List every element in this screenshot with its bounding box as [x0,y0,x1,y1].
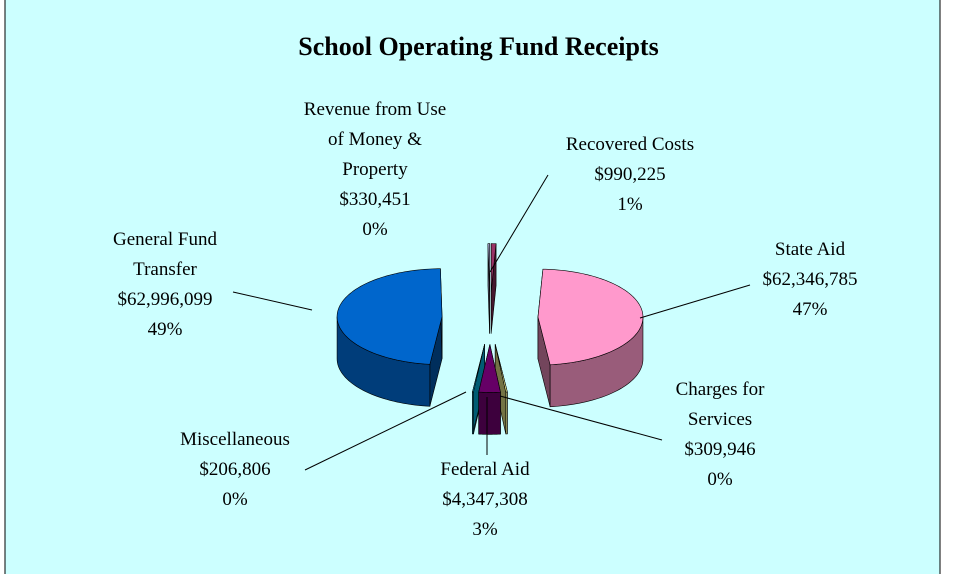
label-category: Revenue from Use of Money & Property [303,99,447,180]
slice-top [478,344,501,393]
leader-line [499,395,663,441]
leader-line [304,391,467,471]
slice-top [336,268,443,365]
label-percent: 0% [707,469,733,490]
label-value: $62,996,099 [117,289,213,310]
label-percent: 0% [222,489,248,510]
chart-area [4,0,941,574]
data-label: Miscellaneous $206,806 0% [135,425,335,515]
slice-top [494,344,508,393]
data-label: Federal Aid $4,347,308 3% [385,455,585,545]
label-category: State Aid [774,239,846,260]
label-value: $330,451 [339,189,411,210]
label-category: Charges for Services [675,379,765,430]
data-label: Revenue from Use of Money & Property $330… [295,95,455,245]
label-percent: 3% [472,519,498,540]
data-label: General Fund Transfer $62,996,099 49% [90,225,240,345]
label-percent: 1% [617,194,643,215]
slice-top [472,344,485,393]
label-value: $309,946 [684,439,756,460]
leader-line [232,291,313,311]
slice-top [487,243,490,292]
data-label: Charges for Services $309,946 0% [645,375,795,495]
label-percent: 0% [362,219,388,240]
slice-top [537,268,644,366]
label-percent: 47% [792,299,828,320]
label-category: General Fund Transfer [113,229,217,280]
leader-line [489,174,549,273]
label-value: $4,347,308 [442,489,528,510]
label-value: $206,806 [199,459,271,480]
slice-top [490,243,497,292]
label-value: $62,346,785 [762,269,858,290]
label-category: Miscellaneous [180,429,290,450]
slice-wall [478,391,501,435]
slice-wall [472,391,474,435]
leader-line [639,284,751,319]
data-label: Recovered Costs $990,225 1% [530,130,730,220]
label-category: Federal Aid [440,459,530,480]
label-percent: 49% [147,319,183,340]
label-category: Recovered Costs [565,134,695,155]
chart-title: School Operating Fund Receipts [298,32,659,61]
label-value: $990,225 [594,164,666,185]
data-label: State Aid $62,346,785 47% [710,235,910,325]
